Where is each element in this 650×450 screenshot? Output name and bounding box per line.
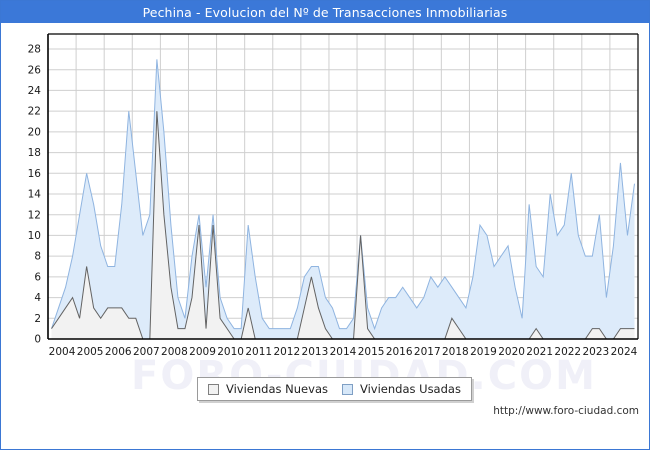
svg-text:28: 28 <box>28 44 41 56</box>
svg-text:26: 26 <box>28 64 42 76</box>
legend-swatch-usadas <box>341 383 353 395</box>
svg-text:0: 0 <box>34 334 41 346</box>
svg-text:2011: 2011 <box>245 346 272 358</box>
svg-text:2004: 2004 <box>49 346 76 358</box>
svg-text:2017: 2017 <box>414 346 441 358</box>
svg-text:2014: 2014 <box>330 346 357 358</box>
window-title-bar: Pechina - Evolucion del Nº de Transaccio… <box>1 1 649 23</box>
svg-text:24: 24 <box>28 85 42 97</box>
svg-text:2023: 2023 <box>582 346 609 358</box>
svg-text:18: 18 <box>28 147 41 159</box>
chart-legend: Viviendas Nuevas Viviendas Usadas <box>197 377 472 401</box>
svg-text:16: 16 <box>28 168 42 180</box>
svg-text:10: 10 <box>28 230 41 242</box>
legend-label-nuevas: Viviendas Nuevas <box>226 382 328 396</box>
svg-text:6: 6 <box>34 271 41 283</box>
svg-text:2005: 2005 <box>77 346 104 358</box>
svg-text:2020: 2020 <box>498 346 525 358</box>
legend-swatch-nuevas <box>208 383 219 395</box>
svg-text:2013: 2013 <box>302 346 329 358</box>
svg-text:2015: 2015 <box>358 346 385 358</box>
source-url[interactable]: http://www.foro-ciudad.com <box>493 405 639 417</box>
svg-text:4: 4 <box>34 292 41 304</box>
svg-text:2021: 2021 <box>526 346 553 358</box>
svg-text:12: 12 <box>28 209 41 221</box>
svg-text:14: 14 <box>28 189 42 201</box>
svg-text:20: 20 <box>28 126 41 138</box>
legend-item-viviendas-usadas[interactable]: Viviendas Usadas <box>341 382 461 396</box>
svg-text:2019: 2019 <box>470 346 497 358</box>
svg-text:2012: 2012 <box>273 346 300 358</box>
svg-text:8: 8 <box>34 251 41 263</box>
chart-plot-area: 0 2 4 6 8 10 12 14 16 18 20 22 24 26 28 2004 2005 2006 200… <box>1 23 649 449</box>
svg-text:2010: 2010 <box>217 346 244 358</box>
svg-text:2006: 2006 <box>105 346 132 358</box>
svg-text:2022: 2022 <box>554 346 581 358</box>
svg-text:2016: 2016 <box>386 346 413 358</box>
svg-text:22: 22 <box>28 106 41 118</box>
svg-text:2018: 2018 <box>442 346 469 358</box>
svg-text:2024: 2024 <box>611 346 638 358</box>
svg-text:2009: 2009 <box>189 346 216 358</box>
page-title: Pechina - Evolucion del Nº de Transaccio… <box>142 4 508 20</box>
svg-text:2008: 2008 <box>161 346 188 358</box>
legend-item-viviendas-nuevas[interactable]: Viviendas Nuevas <box>208 382 328 396</box>
svg-text:2007: 2007 <box>133 346 160 358</box>
svg-text:2: 2 <box>34 313 41 325</box>
legend-label-usadas: Viviendas Usadas <box>359 382 461 396</box>
